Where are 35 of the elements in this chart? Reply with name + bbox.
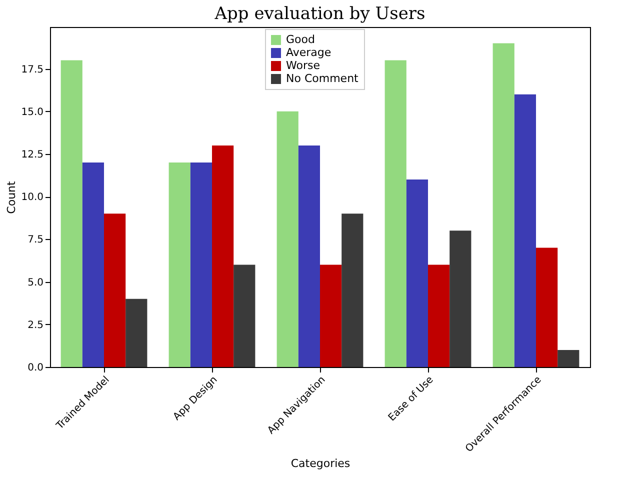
bar <box>492 43 514 367</box>
bar <box>60 60 82 367</box>
y-tick-label: 0.0 <box>28 362 44 374</box>
bar <box>82 162 104 367</box>
bar <box>234 264 256 367</box>
bar <box>536 248 558 367</box>
y-tick-label: 2.5 <box>28 320 44 331</box>
bar <box>514 94 536 367</box>
bar <box>298 145 320 367</box>
bar <box>320 264 342 367</box>
y-tick-label: 5.0 <box>28 277 44 288</box>
bar <box>406 180 428 367</box>
legend-label: Good <box>286 33 315 46</box>
bar <box>428 264 450 367</box>
bar <box>104 214 126 367</box>
y-tick-label: 10.0 <box>21 192 44 204</box>
y-tick-label: 12.5 <box>21 149 44 160</box>
bar <box>384 60 406 367</box>
chart-title: App evaluation by Users <box>214 4 426 24</box>
y-axis-title: Count <box>5 180 18 214</box>
bar <box>126 298 148 367</box>
y-tick-label: 7.5 <box>28 234 44 246</box>
y-tick-label: 15.0 <box>21 106 44 118</box>
bar <box>190 162 212 367</box>
x-axis-title: Categories <box>290 456 350 470</box>
bar <box>450 230 472 367</box>
bar <box>212 145 234 367</box>
bar <box>168 162 190 367</box>
bar <box>342 214 364 367</box>
bar <box>276 111 298 367</box>
legend-label: Average <box>286 46 332 59</box>
bar <box>558 350 580 367</box>
y-tick-label: 17.5 <box>21 64 44 76</box>
legend-label: Worse <box>286 59 320 72</box>
legend-label: No Comment <box>286 72 360 85</box>
